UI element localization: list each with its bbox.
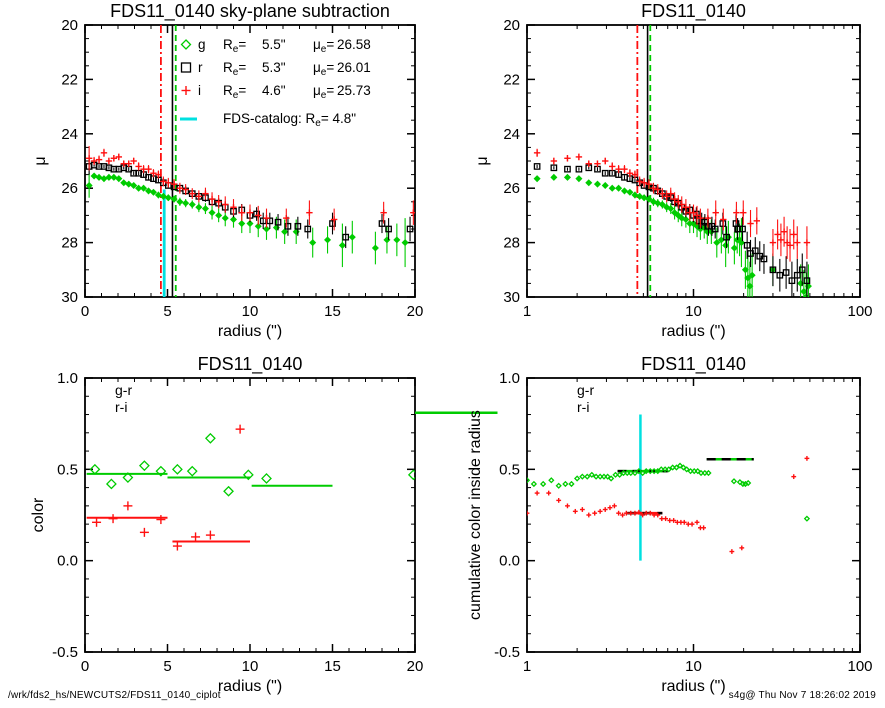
- svg-text:100: 100: [847, 658, 872, 675]
- series-r-i: [92, 424, 245, 551]
- svg-text:30: 30: [61, 289, 78, 306]
- svg-text:0: 0: [81, 303, 89, 320]
- svg-text:-0.5: -0.5: [52, 644, 78, 661]
- svg-text:22: 22: [61, 71, 78, 88]
- series-g: [533, 173, 812, 297]
- svg-text:26: 26: [503, 180, 520, 197]
- svg-text:22: 22: [503, 71, 520, 88]
- reference-lines: [159, 25, 177, 297]
- svg-text:20: 20: [503, 17, 520, 34]
- svg-text:26.58: 26.58: [337, 37, 371, 52]
- svg-text:15: 15: [324, 658, 341, 675]
- svg-text:26: 26: [61, 180, 78, 197]
- svg-text:μe=: μe=: [313, 83, 334, 101]
- svg-text:5.3": 5.3": [262, 60, 286, 75]
- svg-text:26.01: 26.01: [337, 60, 371, 75]
- series-r: [85, 158, 414, 249]
- x-axis-label: radius ("): [661, 323, 725, 340]
- panel-title: FDS11_0140: [198, 354, 303, 375]
- svg-text:g-r: g-r: [115, 382, 132, 398]
- y-axis-label: color: [30, 497, 47, 532]
- mean-color-segments: [86, 411, 498, 543]
- svg-text:5.5": 5.5": [262, 37, 286, 52]
- svg-text:28: 28: [503, 235, 520, 252]
- svg-text:25.73: 25.73: [337, 83, 371, 98]
- y-axis-label: μ: [32, 156, 49, 165]
- y-axis-label: cumulative color inside radius: [467, 410, 484, 620]
- plot-timestamp: s4g@ Thu Nov 7 18:26:02 2019: [728, 690, 876, 701]
- svg-text:i: i: [198, 83, 201, 98]
- series-i: [85, 146, 415, 231]
- svg-text:24: 24: [61, 126, 78, 143]
- svg-text:100: 100: [847, 303, 872, 320]
- svg-text:1.0: 1.0: [499, 370, 520, 387]
- series-i: [533, 148, 811, 262]
- svg-text:20: 20: [407, 303, 424, 320]
- series-g-r cumulative: [527, 462, 811, 522]
- panel-title: FDS11_0140: [641, 354, 746, 375]
- panel-title: FDS11_0140: [641, 1, 746, 22]
- svg-text:28: 28: [61, 235, 78, 252]
- legend: g-rr-i: [577, 382, 594, 415]
- series-g-r: [89, 432, 415, 497]
- reference-lines: [636, 25, 652, 297]
- panel-top-left: 0 5 10 15 20 20 22 24 26 28 30 FDS11_0140 sky-plane…: [32, 1, 424, 340]
- legend: g Re= 5.5" μe= 26.58r Re= 5.3" μe= 26.01i Re= 4.6"…: [180, 37, 371, 129]
- x-axis-label: radius ("): [218, 323, 282, 340]
- svg-text:4.6": 4.6": [262, 83, 286, 98]
- svg-text:Re=: Re=: [223, 83, 246, 101]
- legend: g-rr-i: [115, 382, 132, 415]
- svg-text:5: 5: [163, 658, 171, 675]
- svg-text:30: 30: [503, 289, 520, 306]
- x-axis-label: radius ("): [661, 678, 725, 695]
- svg-text:g: g: [198, 37, 206, 52]
- svg-text:μe=: μe=: [313, 37, 334, 55]
- panel-title: FDS11_0140 sky-plane subtraction: [110, 1, 390, 22]
- plot-file-path: /wrk/fds2_hs/NEWCUTS2/FDS11_0140_ciplot: [8, 690, 221, 701]
- svg-text:5: 5: [163, 303, 171, 320]
- svg-text:10: 10: [685, 658, 702, 675]
- svg-text:μe=: μe=: [313, 60, 334, 78]
- svg-text:20: 20: [61, 17, 78, 34]
- svg-text:0.5: 0.5: [499, 461, 520, 478]
- y-axis-label: μ: [474, 156, 491, 165]
- svg-text:0.0: 0.0: [57, 553, 78, 570]
- svg-text:r-i: r-i: [115, 399, 127, 415]
- svg-text:24: 24: [503, 126, 520, 143]
- svg-text:r-i: r-i: [577, 399, 589, 415]
- svg-text:1: 1: [523, 303, 531, 320]
- svg-text:20: 20: [407, 658, 424, 675]
- svg-text:-0.5: -0.5: [494, 644, 520, 661]
- svg-text:10: 10: [685, 303, 702, 320]
- series-g: [85, 172, 409, 268]
- svg-text:0.0: 0.0: [499, 553, 520, 570]
- svg-text:FDS-catalog: Re= 4.8": FDS-catalog: Re= 4.8": [223, 111, 356, 129]
- svg-text:1.0: 1.0: [57, 370, 78, 387]
- svg-text:Re=: Re=: [223, 60, 246, 78]
- svg-text:1: 1: [523, 658, 531, 675]
- svg-text:10: 10: [242, 658, 259, 675]
- x-axis-label: radius ("): [218, 678, 282, 695]
- svg-text:15: 15: [324, 303, 341, 320]
- svg-text:Re=: Re=: [223, 37, 246, 55]
- svg-text:10: 10: [242, 303, 259, 320]
- series-r-i cumulative: [527, 455, 810, 554]
- svg-text:g-r: g-r: [577, 382, 594, 398]
- svg-text:r: r: [198, 60, 203, 75]
- svg-text:0.5: 0.5: [57, 461, 78, 478]
- svg-text:0: 0: [81, 658, 89, 675]
